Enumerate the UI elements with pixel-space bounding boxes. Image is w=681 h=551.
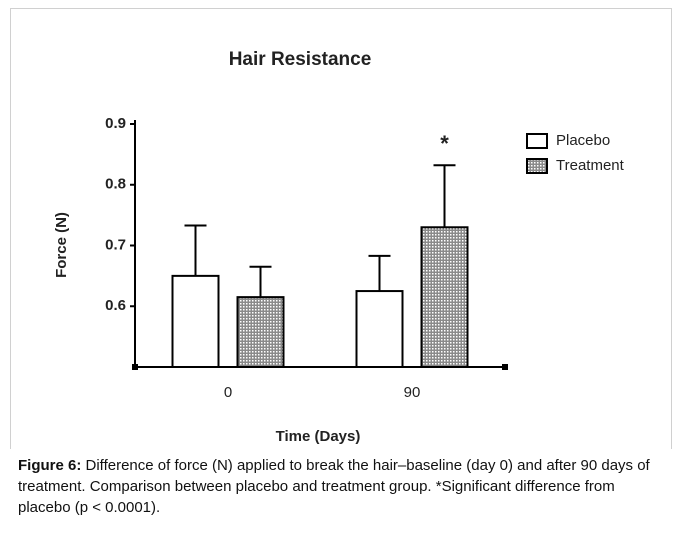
axis-end [502, 364, 508, 370]
legend-label: Placebo [556, 132, 610, 149]
x-axis-label: Time (Days) [276, 428, 361, 445]
bar [355, 290, 404, 368]
caption-label: Figure 6: [18, 457, 82, 474]
bar [420, 226, 469, 368]
legend-label: Treatment [556, 157, 625, 174]
y-tick-label: 0.8 [105, 176, 126, 193]
caption-text: Difference of force (N) applied to break… [18, 457, 650, 516]
legend-swatch [526, 158, 548, 174]
caption: Figure 6: Difference of force (N) applie… [18, 455, 668, 518]
y-tick-label: 0.7 [105, 236, 126, 253]
bar [171, 274, 220, 368]
legend-swatch [526, 133, 548, 149]
bar [236, 296, 285, 369]
y-axis-label: Force (N) [53, 212, 70, 278]
annotation: * [440, 131, 449, 156]
chart-title: Hair Resistance [229, 49, 372, 70]
x-tick-label: 0 [224, 384, 232, 401]
y-tick-label: 0.6 [105, 297, 126, 314]
y-tick-label: 0.9 [105, 115, 126, 132]
axis-end [132, 364, 138, 370]
frame [10, 8, 672, 449]
x-tick-label: 90 [404, 384, 421, 401]
chart: Hair Resistance Time (Days) Force (N) 0.… [53, 49, 625, 445]
